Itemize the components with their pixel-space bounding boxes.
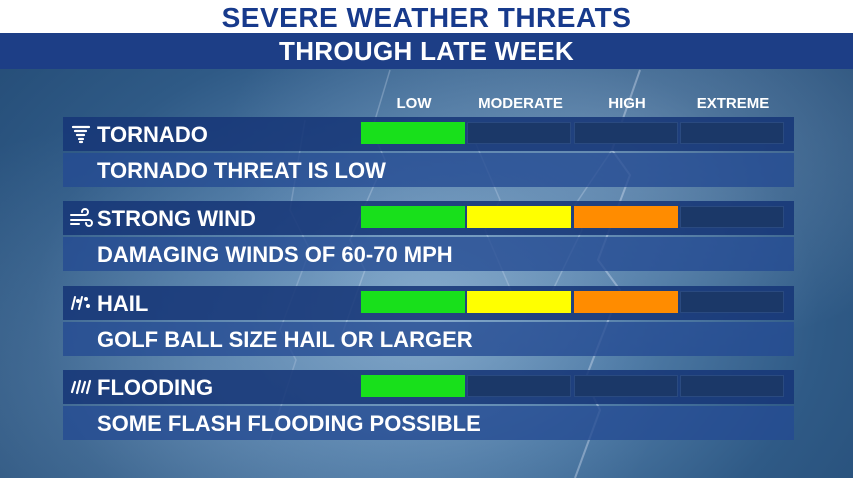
- threat-description-band: [63, 322, 794, 356]
- threat-description: SOME FLASH FLOODING POSSIBLE: [97, 411, 481, 436]
- threat-description-band: [63, 237, 794, 271]
- meter-segment-moderate: [467, 122, 571, 144]
- meter-segment-moderate: [467, 375, 571, 397]
- page-subtitle: THROUGH LATE WEEK: [279, 36, 574, 66]
- meter-segment-low: [361, 206, 465, 228]
- threat-meter: [361, 291, 786, 313]
- subtitle-band: [0, 33, 853, 69]
- tornado-icon: [71, 125, 91, 144]
- page-title: SEVERE WEATHER THREATS: [221, 2, 632, 33]
- threat-description-band: [63, 153, 794, 187]
- hail-icon: [71, 296, 90, 310]
- threat-name: TORNADO: [97, 122, 208, 147]
- threat-name: STRONG WIND: [97, 206, 256, 231]
- meter-segment-extreme: [680, 206, 784, 228]
- threat-description: TORNADO THREAT IS LOW: [97, 158, 386, 183]
- meter-segment-low: [361, 375, 465, 397]
- threat-meter: [361, 206, 786, 228]
- level-label-low: LOW: [396, 95, 432, 112]
- title-band: [0, 0, 853, 33]
- wind-icon: [70, 208, 93, 227]
- threat-name: FLOODING: [97, 375, 214, 400]
- meter-segment-extreme: [680, 122, 784, 144]
- meter-segment-high: [574, 291, 678, 313]
- meter-segment-high: [574, 206, 678, 228]
- meter-segment-low: [361, 122, 465, 144]
- threat-description-band: [63, 406, 794, 440]
- threat-meter: [361, 375, 786, 397]
- threat-description: GOLF BALL SIZE HAIL OR LARGER: [97, 327, 473, 352]
- threat-row-strong-wind: STRONG WIND DAMAGING WINDS OF 60-70 MPH: [63, 201, 794, 273]
- threat-description: DAMAGING WINDS OF 60-70 MPH: [97, 242, 453, 267]
- threat-row-flooding: FLOODING SOME FLASH FLOODING POSSIBLE: [63, 370, 794, 442]
- rain-icon: [70, 379, 92, 395]
- meter-segment-high: [574, 375, 678, 397]
- threat-row-tornado: TORNADO TORNADO THREAT IS LOW: [63, 117, 794, 189]
- meter-segment-extreme: [680, 291, 784, 313]
- meter-segment-extreme: [680, 375, 784, 397]
- meter-segment-low: [361, 291, 465, 313]
- threat-name: HAIL: [97, 291, 149, 316]
- meter-segment-moderate: [467, 291, 571, 313]
- level-label-high: HIGH: [608, 95, 646, 112]
- meter-segment-moderate: [467, 206, 571, 228]
- meter-segment-high: [574, 122, 678, 144]
- threat-row-hail: HAIL GOLF BALL SIZE HAIL OR LARGER: [63, 286, 794, 358]
- level-label-extreme: EXTREME: [696, 95, 770, 112]
- threat-meter: [361, 122, 786, 144]
- level-label-moderate: MODERATE: [478, 95, 563, 112]
